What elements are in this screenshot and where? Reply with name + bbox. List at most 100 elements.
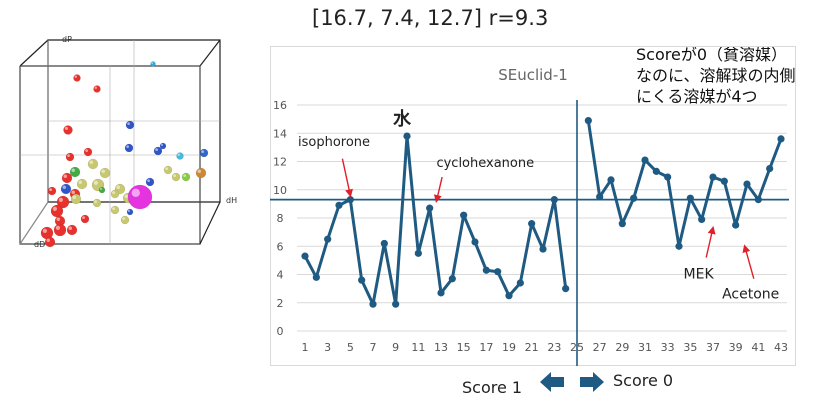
data-point — [743, 180, 751, 188]
x-tick-label: 41 — [751, 341, 765, 354]
sphere-highlight — [46, 238, 50, 242]
solvent-sphere — [150, 61, 156, 67]
solvent-sphere — [61, 172, 73, 184]
sphere-highlight — [177, 153, 180, 156]
sphere-highlight — [52, 206, 58, 211]
sphere-highlight — [126, 145, 129, 148]
solvent-sphere — [181, 172, 191, 182]
solvent-sphere — [50, 204, 64, 218]
y-tick-label: 16 — [273, 99, 287, 112]
x-tick-label: 39 — [729, 341, 743, 354]
x-tick-label: 9 — [392, 341, 399, 354]
y-tick-label: 8 — [277, 212, 284, 225]
chart-title: SEuclid-1 — [498, 66, 568, 84]
solvent-sphere — [60, 183, 72, 195]
data-point — [607, 176, 615, 184]
axis-label-dp: dP — [62, 35, 72, 44]
data-point — [596, 193, 604, 201]
solvent-sphere — [98, 186, 106, 194]
cube-grid — [20, 40, 220, 244]
solvent-sphere — [92, 198, 102, 208]
cube-frame — [19, 39, 221, 245]
data-point — [403, 132, 411, 140]
solvent-sphere — [80, 214, 90, 224]
sphere-highlight — [58, 197, 64, 202]
sphere-highlight — [183, 174, 187, 178]
sphere-highlight — [85, 149, 88, 152]
x-tick-label: 5 — [347, 341, 354, 354]
data-point — [414, 249, 422, 257]
sphere-highlight — [49, 188, 52, 192]
solvent-sphere — [47, 186, 57, 196]
right-arrow-icon — [580, 372, 604, 392]
sphere-highlight — [42, 228, 48, 233]
data-point — [732, 221, 740, 229]
sphere-highlight — [55, 225, 61, 230]
solvent-sphere — [93, 85, 101, 93]
solvent-sphere — [44, 236, 56, 248]
solvent-sphere — [145, 177, 155, 187]
solvent-sphere — [53, 223, 67, 237]
data-point — [426, 204, 434, 212]
x-tick-label: 37 — [706, 341, 720, 354]
data-point — [392, 300, 400, 308]
sphere-highlight — [201, 150, 205, 154]
solvent-sphere — [87, 158, 99, 170]
solvent-sphere — [83, 147, 93, 157]
solvent-sphere — [124, 143, 134, 153]
x-tick-label: 7 — [370, 341, 377, 354]
solvent-sphere — [199, 148, 209, 158]
data-point — [528, 220, 536, 228]
parameter-title: [16.7, 7.4, 12.7] r=9.3 — [312, 6, 549, 30]
sphere-highlight — [101, 169, 105, 173]
data-point — [675, 242, 683, 250]
data-point — [698, 215, 706, 224]
sphere-highlight — [94, 200, 97, 204]
solvent-sphere — [63, 125, 73, 135]
left-arrow-icon — [540, 372, 564, 392]
x-tick-label: 21 — [525, 341, 539, 354]
y-tick-label: 0 — [277, 325, 284, 338]
data-point — [686, 194, 694, 202]
data-point — [380, 239, 388, 248]
solvent-sphere — [127, 184, 153, 210]
sphere-highlight — [127, 209, 130, 212]
x-tick-label: 11 — [411, 341, 425, 354]
data-point — [618, 220, 626, 228]
data-point — [460, 211, 468, 219]
data-point — [471, 238, 479, 246]
annotation-note: Scoreが0（貧溶媒） なのに、溶解球の内側 にくる溶媒が4つ — [636, 44, 796, 107]
data-point — [358, 276, 366, 284]
data-point — [437, 289, 445, 297]
sphere-highlight — [99, 187, 102, 190]
sphere-highlight — [68, 226, 72, 230]
score0-label: Score 0 — [613, 371, 674, 390]
x-tick-label: 3 — [324, 341, 331, 354]
data-point — [335, 201, 343, 209]
sphere-highlight — [151, 62, 153, 64]
sphere-highlight — [67, 154, 70, 158]
y-tick-label: 10 — [273, 184, 287, 197]
solvent-sphere — [76, 178, 88, 190]
sphere-highlight — [160, 143, 163, 146]
solvent-sphere — [65, 152, 75, 162]
x-tick-label: 27 — [593, 341, 607, 354]
sphere-highlight — [173, 174, 177, 178]
data-point — [584, 116, 592, 125]
solvent-sphere — [70, 193, 82, 205]
x-tick-label: 31 — [638, 341, 652, 354]
note-line-1: Scoreが0（貧溶媒） — [636, 45, 787, 64]
x-tick-label: 35 — [683, 341, 697, 354]
sphere-highlight — [71, 190, 75, 194]
sphere-highlight — [56, 217, 60, 221]
annotation-acetone: Acetone — [722, 287, 779, 303]
data-point — [369, 300, 377, 308]
data-point — [312, 273, 320, 281]
data-point — [346, 196, 354, 204]
sphere-highlight — [127, 122, 130, 125]
data-point — [448, 275, 456, 283]
sphere-highlight — [112, 191, 115, 195]
annotation-cyclohexanone: cyclohexanone — [436, 156, 534, 171]
data-point — [562, 285, 570, 293]
